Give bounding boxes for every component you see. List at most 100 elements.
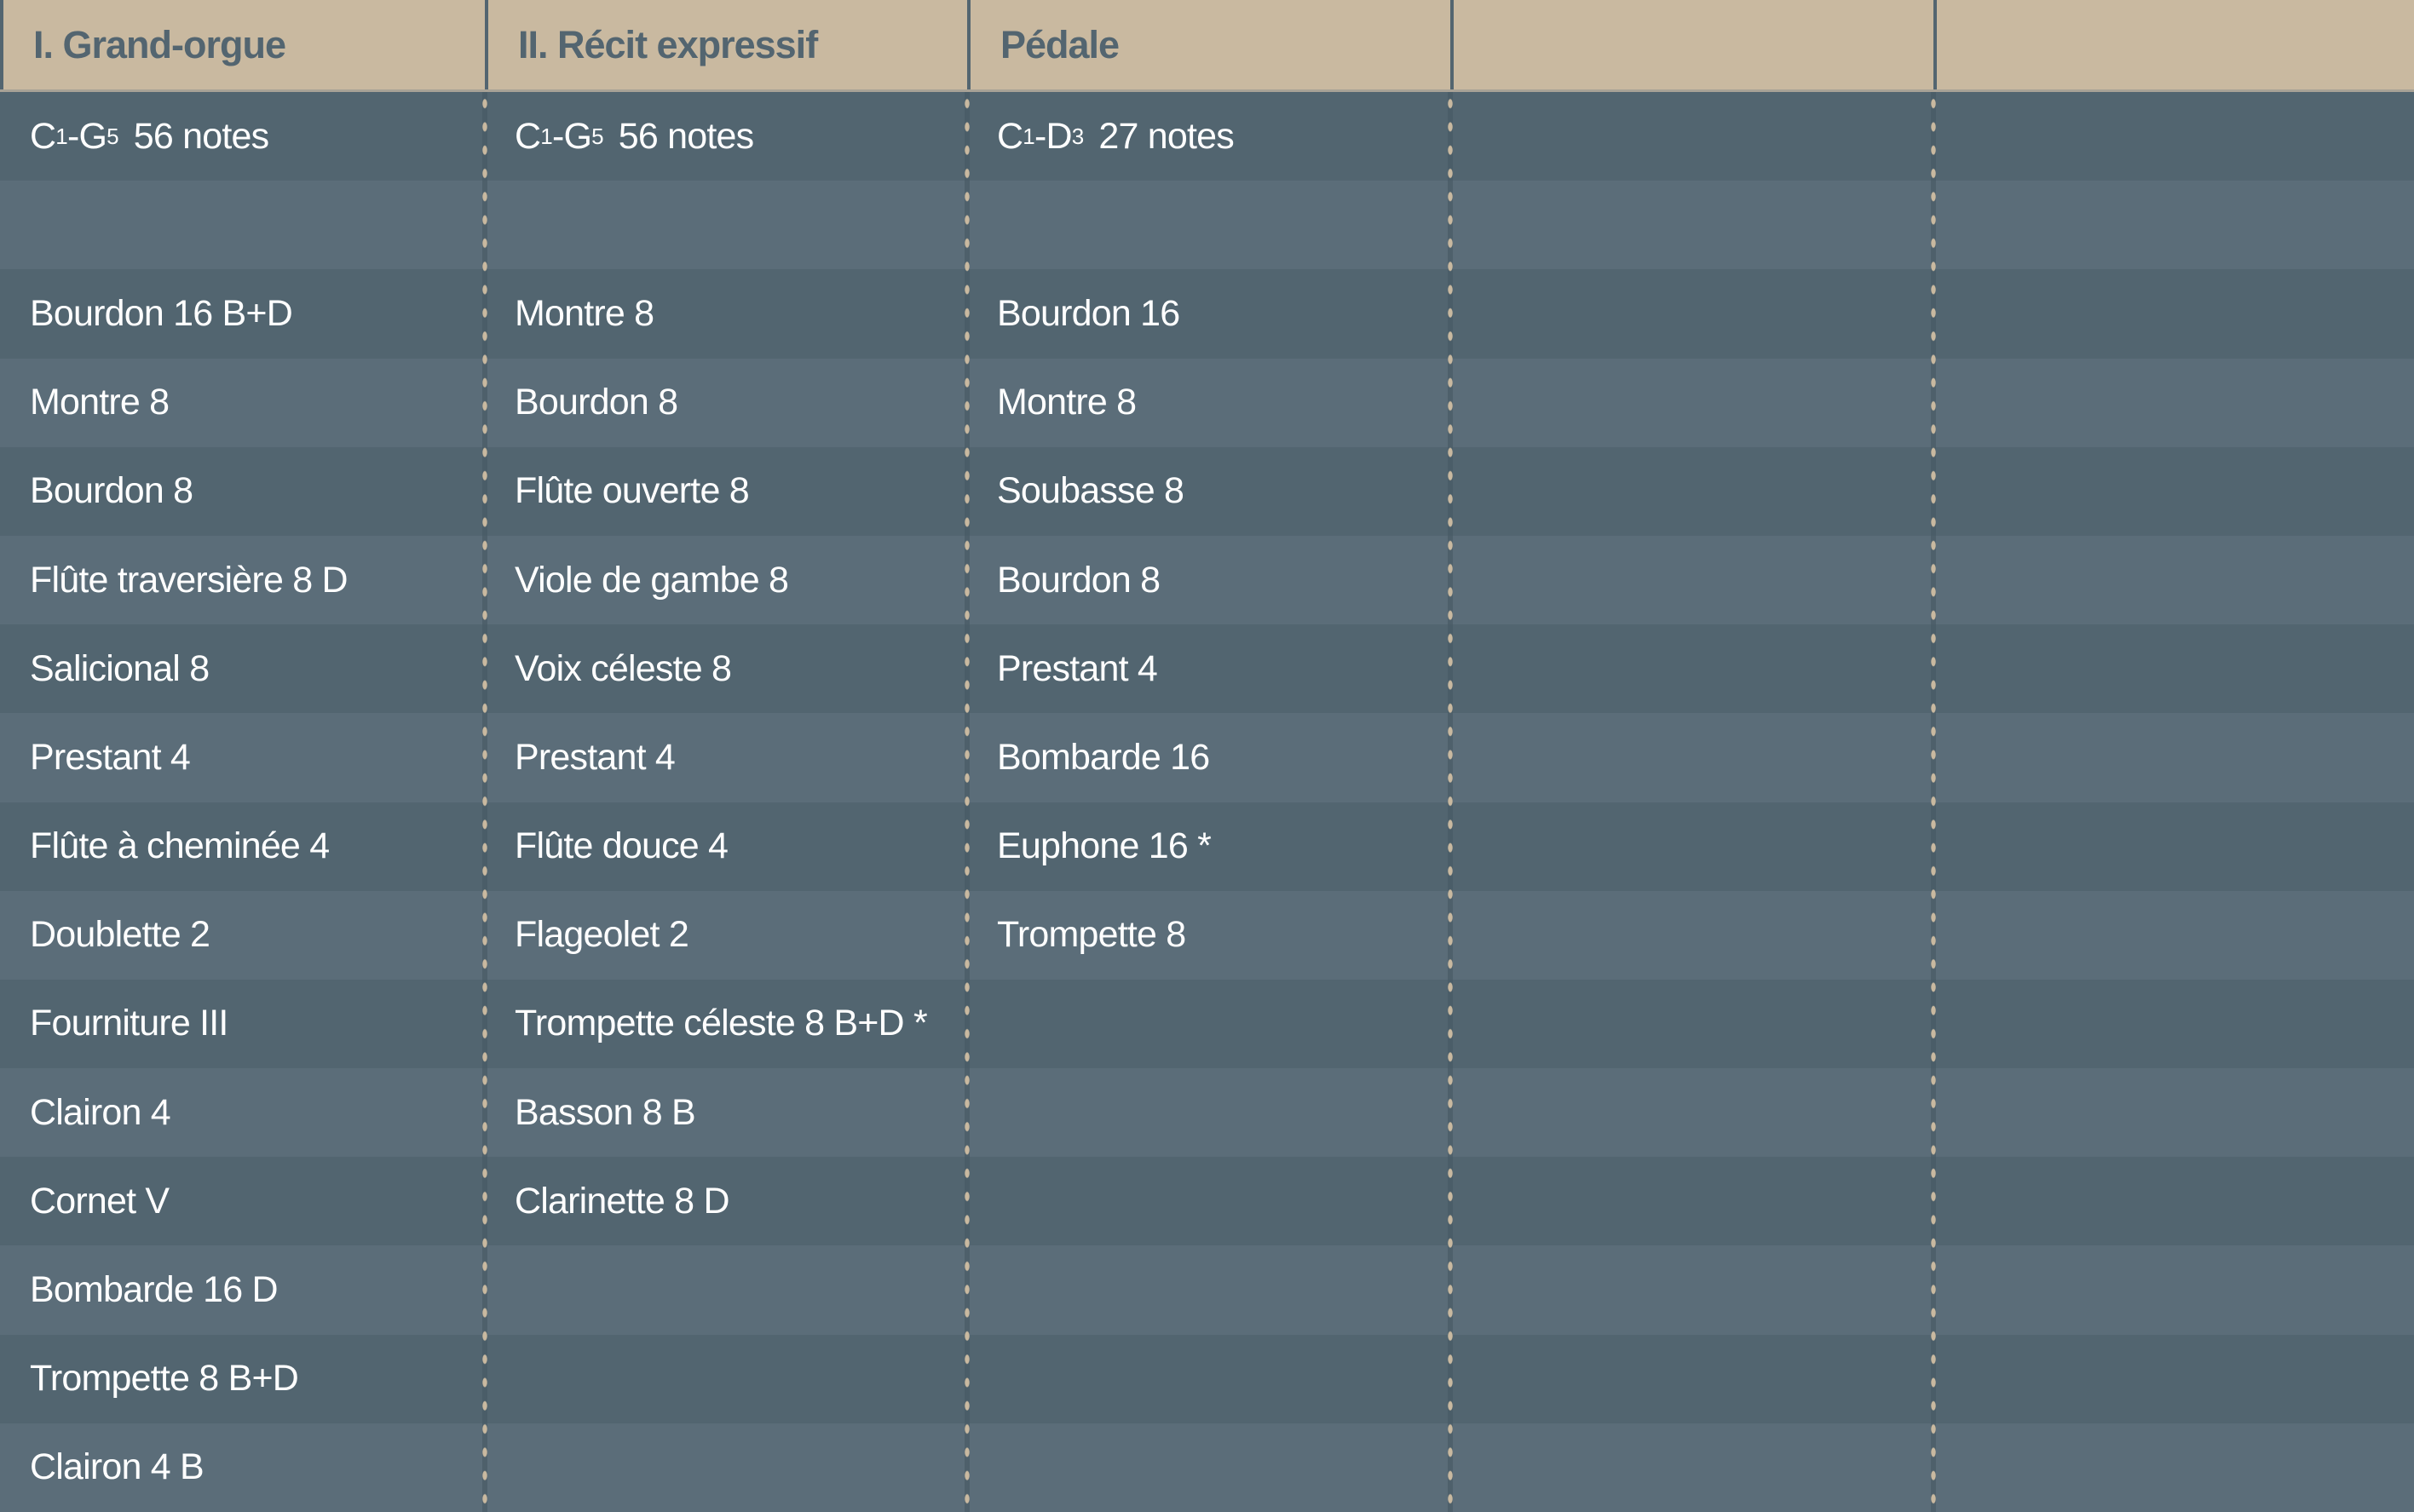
stop-name <box>1933 181 2414 269</box>
table-row: Flûte traversière 8 D Viole de gambe 8 Bou… <box>0 535 2414 625</box>
range-from: C <box>30 115 56 157</box>
stop-name: Bourdon 16 B+D <box>30 292 293 334</box>
stop-name: Salicional 8 <box>30 647 210 689</box>
range-row: C 1- G 5 56 notes C 1- G 5 56 notes C 1- D 3 27 notes <box>0 92 2414 181</box>
stop-name <box>1933 1245 2414 1334</box>
column-divider-dots <box>1448 92 1453 1512</box>
stop-name: Viole de gambe 8 <box>515 559 789 601</box>
stop-name: Bourdon 16 <box>997 292 1180 334</box>
stop-name <box>1450 269 1933 358</box>
stop-name <box>1933 1157 2414 1245</box>
stop-name: Doublette 2 <box>30 914 210 956</box>
stop-name: Clairon 4 <box>30 1091 171 1133</box>
range-to: G <box>78 115 107 157</box>
stop-name: Voix céleste 8 <box>515 647 732 689</box>
stop-name: Flageolet 2 <box>515 914 689 956</box>
table-row: Doublette 2 Flageolet 2 Trompette 8 <box>0 890 2414 980</box>
stop-name <box>1450 1245 1933 1334</box>
stop-name: Trompette 8 B+D <box>30 1358 299 1400</box>
stop-name <box>485 1335 967 1423</box>
stop-name <box>967 1335 1450 1423</box>
stop-name: Montre 8 <box>30 382 170 423</box>
column-header <box>1933 0 2414 89</box>
column-divider-dots <box>965 92 970 1512</box>
table-row: Salicional 8 Voix céleste 8 Prestant 4 <box>0 624 2414 714</box>
stop-name: Trompette céleste 8 B+D * <box>515 1003 928 1044</box>
compass-range <box>1450 92 1933 181</box>
compass-range: C 1- G 5 56 notes <box>30 115 269 157</box>
stop-name <box>1933 269 2414 358</box>
stop-name: Flûte ouverte 8 <box>515 470 750 512</box>
stop-name <box>1933 447 2414 536</box>
table-row: Clairon 4 B <box>0 1423 2414 1512</box>
stop-name: Trompette 8 <box>997 914 1186 956</box>
stop-name: Bourdon 8 <box>515 382 678 423</box>
stop-name: Bourdon 8 <box>997 559 1161 601</box>
column-divider-dots <box>482 92 487 1512</box>
stop-name <box>1450 359 1933 447</box>
stop-name <box>1450 447 1933 536</box>
stop-name: Montre 8 <box>515 292 654 334</box>
stop-name <box>1933 980 2414 1068</box>
stop-name: Fourniture III <box>30 1003 228 1044</box>
stop-name <box>1933 891 2414 980</box>
stop-name <box>967 1245 1450 1334</box>
stop-name <box>1933 536 2414 624</box>
stop-name <box>1933 624 2414 713</box>
stop-name <box>1933 1068 2414 1157</box>
stop-name <box>1933 359 2414 447</box>
table-row: Trompette 8 B+D <box>0 1334 2414 1423</box>
stop-name <box>1450 181 1933 269</box>
compass-range <box>1933 92 2414 181</box>
stop-name <box>1450 1423 1933 1512</box>
stop-name: Clarinette 8 D <box>515 1180 730 1222</box>
stop-name <box>1450 980 1933 1068</box>
range-from: C <box>515 115 541 157</box>
stop-name: Flûte traversière 8 D <box>30 559 349 601</box>
table-row: Prestant 4 Prestant 4 Bombarde 16 <box>0 713 2414 802</box>
range-from: C <box>997 115 1023 157</box>
table-row: Bourdon 8 Flûte ouverte 8 Soubasse 8 <box>0 446 2414 536</box>
stop-name <box>1450 891 1933 980</box>
stop-name <box>967 980 1450 1068</box>
stop-name <box>485 1245 967 1334</box>
table-row: Clairon 4 Basson 8 B <box>0 1068 2414 1158</box>
stop-name <box>1450 713 1933 802</box>
table-row <box>0 181 2414 270</box>
stop-name: Prestant 4 <box>997 647 1158 689</box>
stop-name: Flûte à cheminée 4 <box>30 825 330 867</box>
stop-name: Flûte douce 4 <box>515 825 729 867</box>
table-header: I. Grand-orgue II. Récit expressif Pédale <box>0 0 2414 92</box>
stop-name <box>967 181 1450 269</box>
stop-name: Soubasse 8 <box>997 470 1184 512</box>
stop-name: Basson 8 B <box>515 1091 696 1133</box>
compass-range: C 1- G 5 56 notes <box>515 115 754 157</box>
stop-name: Prestant 4 <box>30 736 191 778</box>
table-row: Cornet V Clarinette 8 D <box>0 1157 2414 1246</box>
stop-name: Bombarde 16 <box>997 736 1210 778</box>
table-row: Fourniture III Trompette céleste 8 B+D * <box>0 979 2414 1069</box>
stop-name: Prestant 4 <box>515 736 676 778</box>
stop-name <box>485 1423 967 1512</box>
stop-name <box>1933 1335 2414 1423</box>
column-header: Pédale <box>967 0 1450 89</box>
table-row: Montre 8 Bourdon 8 Montre 8 <box>0 358 2414 447</box>
stop-name: Bourdon 8 <box>30 470 193 512</box>
stop-name <box>1450 802 1933 891</box>
column-header <box>1450 0 1933 89</box>
stop-name <box>967 1068 1450 1157</box>
note-count: 27 notes <box>1098 115 1234 157</box>
range-to: G <box>563 115 592 157</box>
stop-name <box>1450 1157 1933 1245</box>
compass-range: C 1- D 3 27 notes <box>997 115 1235 157</box>
stop-name <box>1450 1068 1933 1157</box>
range-dash: - <box>1034 115 1046 157</box>
stop-name: Euphone 16 * <box>997 825 1212 867</box>
column-header: I. Grand-orgue <box>0 0 485 89</box>
table-row: Bombarde 16 D <box>0 1245 2414 1335</box>
stop-name <box>967 1157 1450 1245</box>
stop-name <box>967 1423 1450 1512</box>
stop-name <box>1450 536 1933 624</box>
stop-name <box>1450 1335 1933 1423</box>
